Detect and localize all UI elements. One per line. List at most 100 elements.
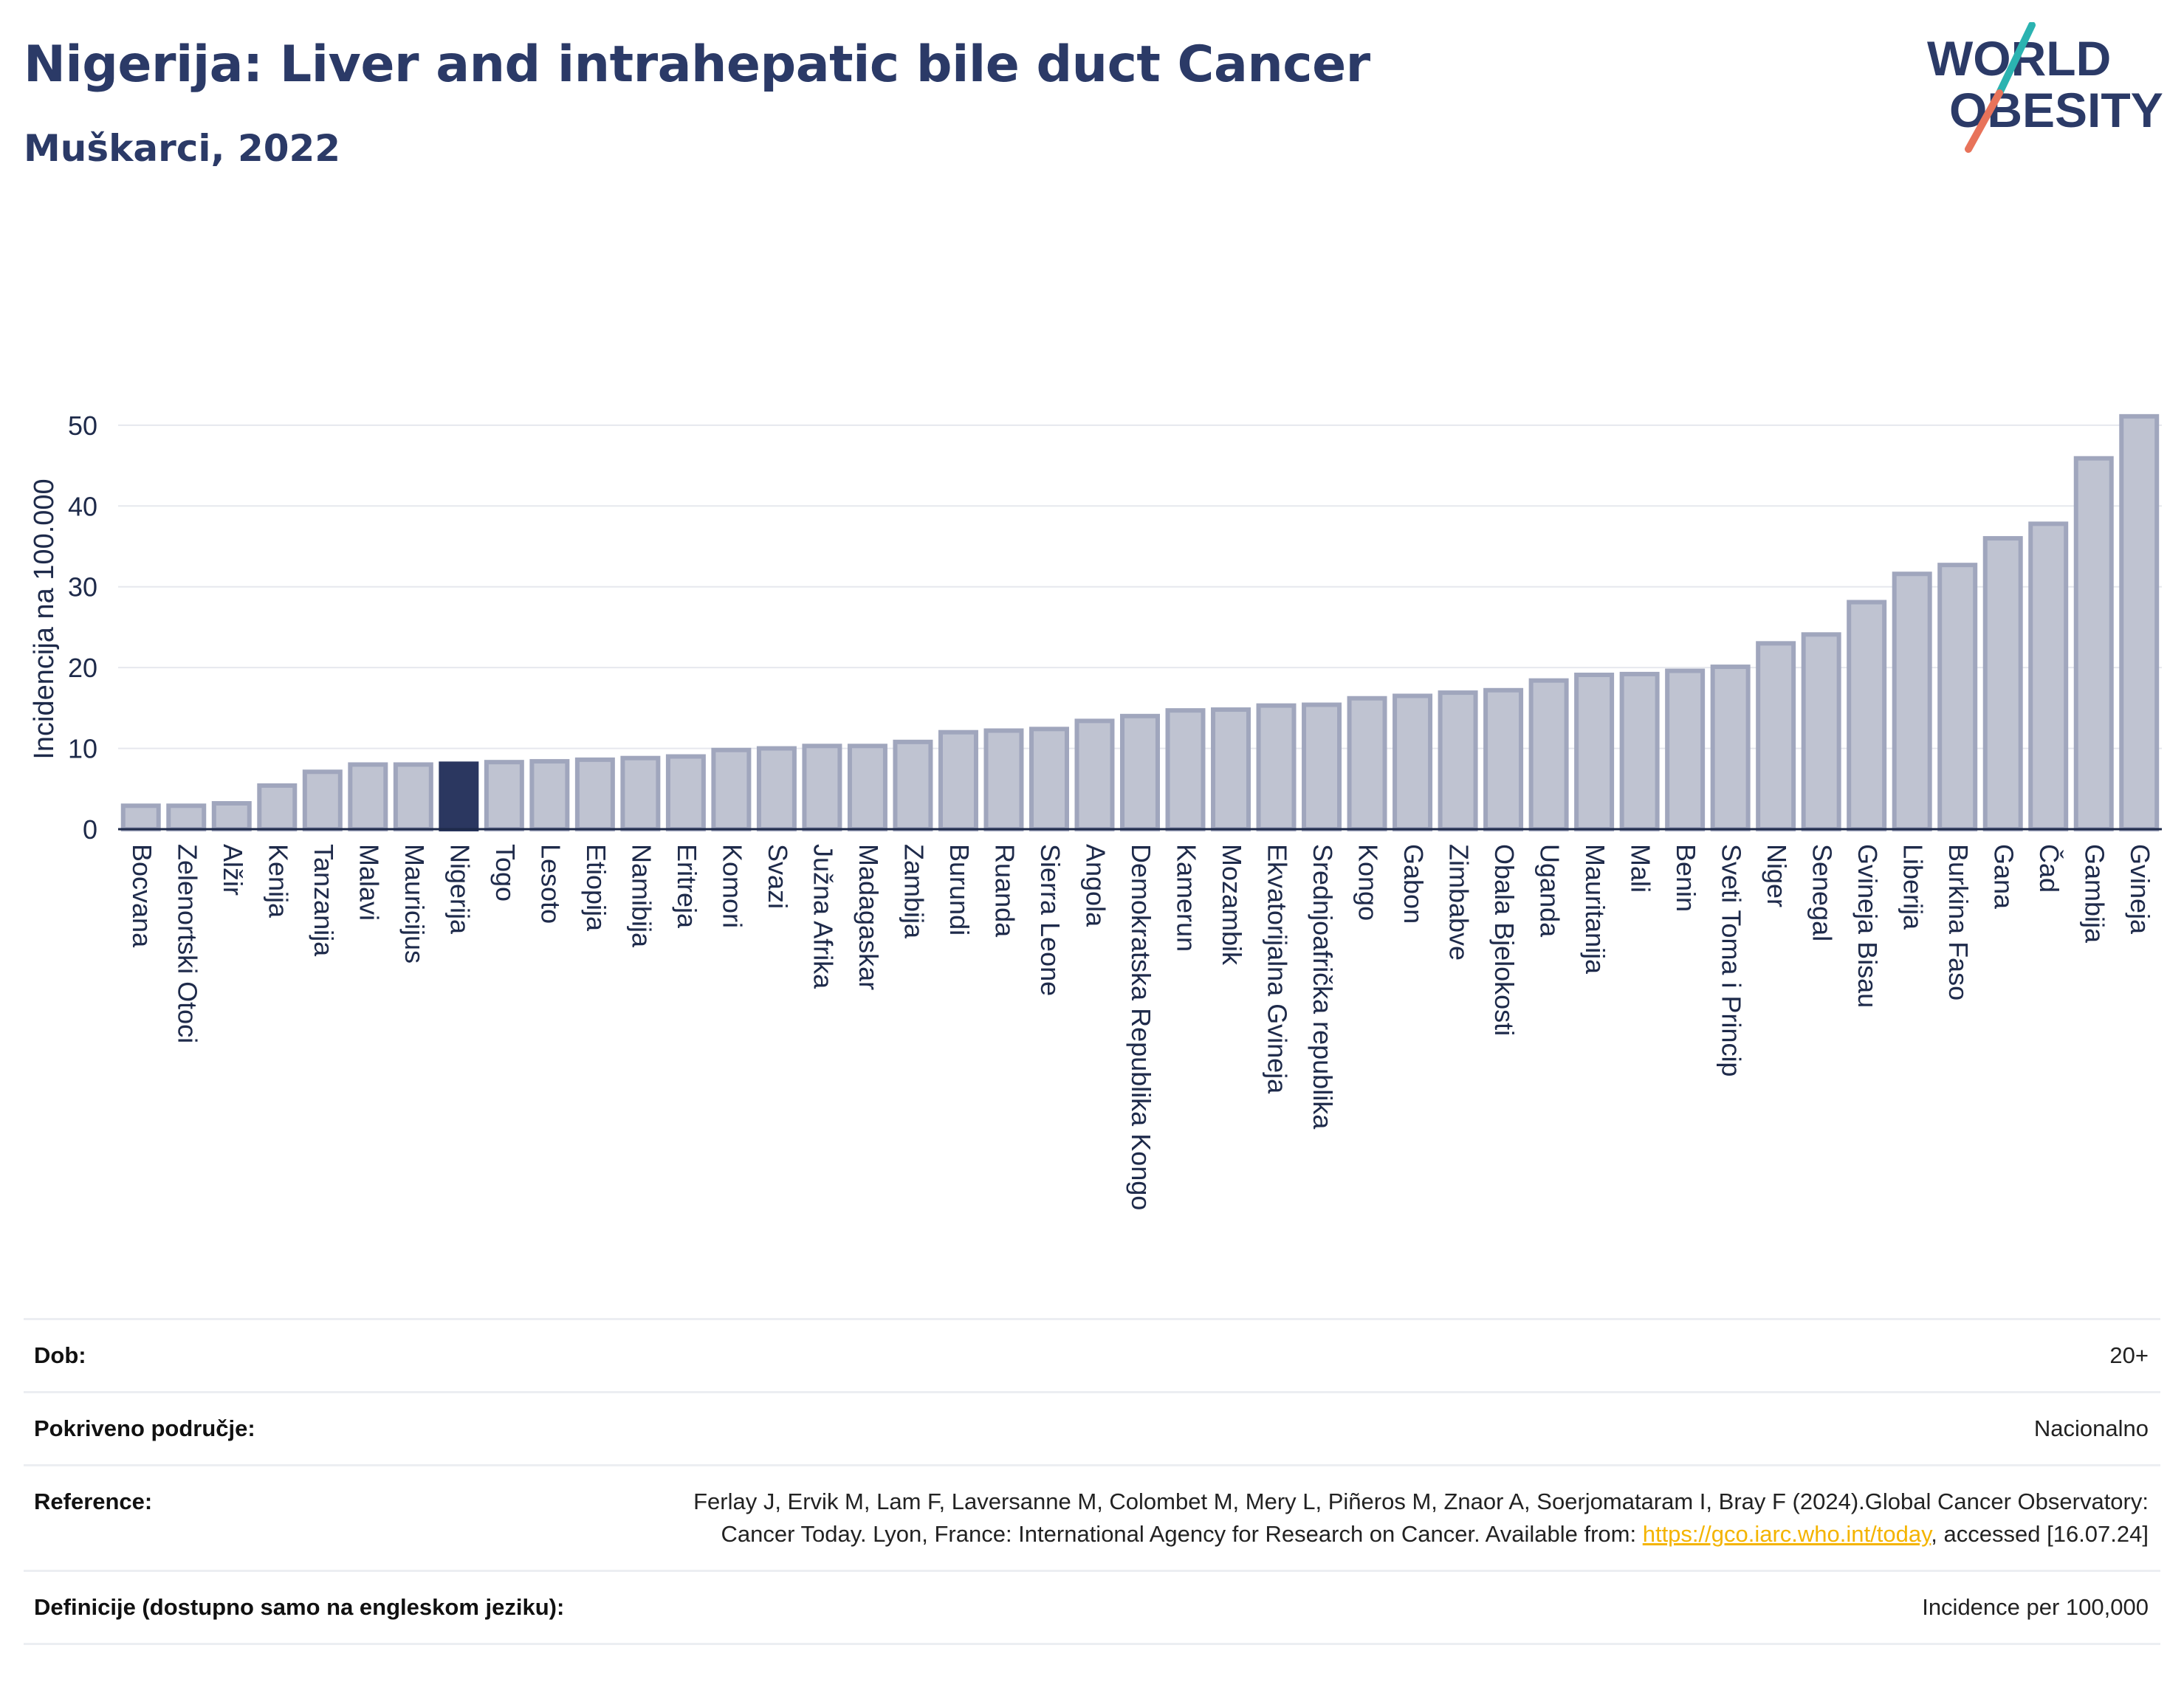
bar-mali	[1619, 671, 1660, 832]
bar-gabon	[1393, 693, 1433, 831]
y-axis-label: Incidencija na 100.000	[29, 478, 60, 759]
bar-sierra-leone	[1029, 727, 1069, 831]
x-tick-label: Nigerija	[444, 844, 475, 935]
bar-namibija	[620, 755, 661, 832]
x-tick-label: Kenija	[263, 844, 293, 919]
bar-demokratska-republika-kongo	[1120, 713, 1160, 831]
bar-komori	[711, 747, 752, 831]
x-tick-label: Eritreja	[672, 844, 702, 929]
bar-južna-afrika	[802, 744, 842, 832]
bar-svazi	[756, 746, 797, 831]
bar-gambija	[2073, 456, 2114, 831]
y-tick-label: 30	[68, 572, 97, 602]
x-tick-label: Zelenortski Otoci	[172, 844, 202, 1043]
bar-uganda	[1528, 678, 1569, 832]
bar-zambija	[893, 739, 933, 831]
logo-slash-top	[1996, 22, 2036, 97]
x-tick-label: Burkina Faso	[1943, 844, 1974, 1000]
meta-value-reference: Ferlay J, Ervik M, Lam F, Laversanne M, …	[628, 1486, 2149, 1551]
meta-label-reference: Reference:	[34, 1489, 153, 1514]
meta-value-coverage: Nacionalno	[2033, 1415, 2149, 1441]
bar-eritreja	[665, 754, 706, 831]
x-tick-label: Svazi	[763, 844, 793, 909]
x-tick-label: Kamerun	[1172, 844, 1202, 952]
logo-word-obesity: OBESITY	[1949, 83, 2163, 137]
x-tick-label: Malavi	[354, 844, 384, 921]
x-tick-label: Gvineja	[2125, 844, 2155, 935]
bar-benin	[1665, 668, 1706, 831]
bar-kongo	[1347, 696, 1387, 831]
y-tick-label: 40	[68, 491, 97, 521]
x-tick-label: Čad	[2034, 844, 2064, 893]
world-obesity-logo: WORLD OBESITY	[1927, 22, 2163, 153]
meta-row-age: Dob: 20+	[24, 1318, 2160, 1391]
metadata-table: Dob: 20+ Pokriveno područje: Nacionalno …	[24, 1318, 2160, 1645]
chart-title: Nigerija: Liver and intrahepatic bile du…	[24, 35, 1370, 94]
x-tick-label: Ekvatorijalna Gvineja	[1263, 844, 1293, 1094]
x-tick-label: Komori	[717, 844, 747, 928]
x-tick-label: Demokratska Republika Kongo	[1126, 844, 1156, 1210]
x-tick-label: Togo	[490, 844, 521, 902]
x-tick-label: Angola	[1080, 844, 1110, 927]
x-tick-label: Lesoto	[535, 844, 566, 924]
x-tick-label: Burundi	[944, 844, 975, 935]
x-tick-label: Madagaskar	[854, 844, 884, 990]
meta-row-definitions: Definicije (dostupno samo na engleskom j…	[24, 1570, 2160, 1645]
bar-lesoto	[529, 759, 570, 831]
bar-mauritanija	[1574, 673, 1615, 832]
meta-row-reference: Reference: Ferlay J, Ervik M, Lam F, Lav…	[24, 1464, 2160, 1570]
reference-accessed: , accessed [16.07.24]	[1931, 1521, 2149, 1547]
x-tick-label: Kongo	[1353, 844, 1384, 921]
reference-text: Ferlay J, Ervik M, Lam F, Laversanne M, …	[693, 1489, 2149, 1547]
bar-chart: 0 10 20 30 40 50 Bocvana Zelenortski Otoci Alži…	[29, 411, 2162, 1210]
reference-link[interactable]: https://gco.iarc.who.int/today	[1642, 1521, 1931, 1547]
x-tick-label: Gana	[1989, 844, 2019, 910]
bar-burkina-faso	[1937, 563, 1978, 831]
x-tick-label: Gambija	[2080, 844, 2110, 944]
bar-gana	[1982, 536, 2023, 831]
x-tick-label: Tanzanija	[309, 844, 339, 957]
x-axis-labels: Bocvana Zelenortski Otoci Alžir Kenija Tanza…	[127, 844, 2155, 1210]
bar-ruanda	[983, 728, 1024, 831]
logo-slash-bottom	[1965, 89, 2003, 153]
y-tick-label: 0	[83, 814, 97, 845]
chart-subtitle: Muškarci, 2022	[24, 127, 341, 170]
bar-liberija	[1892, 571, 1932, 831]
bar-kenija	[257, 783, 298, 832]
x-tick-label: Sierra Leone	[1035, 844, 1065, 996]
bar-gvineja	[2119, 413, 2160, 831]
x-tick-label: Alžir	[218, 844, 248, 896]
bar-angola	[1074, 718, 1115, 831]
meta-label-coverage: Pokriveno područje:	[34, 1415, 255, 1441]
meta-row-coverage: Pokriveno područje: Nacionalno	[24, 1391, 2160, 1464]
bar-zimbabve	[1438, 690, 1478, 832]
bar-niger	[1756, 641, 1796, 831]
x-tick-label: Niger	[1762, 844, 1792, 907]
x-tick-label: Etiopija	[581, 844, 611, 932]
x-tick-label: Obala Bjelokosti	[1489, 844, 1519, 1036]
bar-nigerija	[439, 761, 479, 831]
bar-bocvana	[120, 803, 161, 832]
x-tick-label: Mali	[1626, 844, 1656, 893]
meta-label-definitions: Definicije (dostupno samo na engleskom j…	[34, 1594, 565, 1620]
bars	[120, 413, 2160, 832]
x-tick-label: Mauricijus	[399, 844, 430, 964]
x-tick-label: Liberija	[1898, 844, 1929, 930]
bar-kamerun	[1165, 708, 1206, 831]
x-tick-label: Zimbabve	[1444, 844, 1474, 961]
bar-alžir	[211, 800, 252, 832]
meta-label-age: Dob:	[34, 1342, 86, 1368]
x-tick-label: Zambija	[899, 844, 929, 939]
bar-burundi	[938, 729, 978, 832]
bar-sveti-toma-i-princip	[1710, 665, 1751, 832]
x-tick-label: Mauritanija	[1580, 844, 1610, 975]
x-tick-label: Sveti Toma i Princip	[1717, 844, 1747, 1077]
meta-value-age: 20+	[2109, 1342, 2149, 1368]
bar-čad	[2028, 521, 2069, 831]
bar-srednjoafrička-republika	[1302, 702, 1342, 831]
x-tick-label: Mozambik	[1217, 844, 1247, 966]
bar-obala-bjelokosti	[1483, 687, 1524, 831]
y-tick-label: 20	[68, 653, 97, 683]
y-tick-label: 50	[68, 411, 97, 441]
x-tick-label: Senegal	[1807, 844, 1838, 941]
